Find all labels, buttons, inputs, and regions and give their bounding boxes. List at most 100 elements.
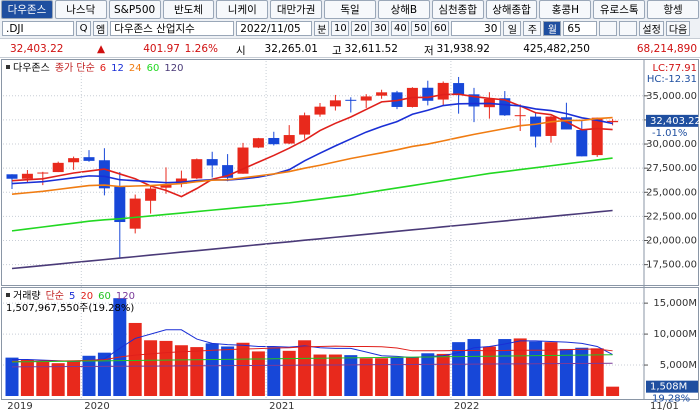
- market-tab[interactable]: 상해B: [377, 0, 430, 19]
- volume-bar: [498, 339, 512, 396]
- candle-body: [345, 99, 357, 101]
- moving-average-line: [11, 102, 613, 185]
- volume-bar: [67, 361, 81, 396]
- moving-average-line: [11, 116, 613, 196]
- candle-body: [68, 158, 80, 163]
- market-tab[interactable]: 심천종합: [431, 0, 484, 19]
- candle-body: [576, 129, 588, 157]
- volume-bar: [313, 354, 327, 396]
- volume-bar: [344, 355, 358, 396]
- candle-body: [360, 96, 372, 101]
- settings-button[interactable]: 설정: [639, 21, 664, 36]
- legend-text: 24: [129, 63, 142, 74]
- candle-body: [175, 178, 187, 184]
- period-button[interactable]: 50: [411, 21, 430, 36]
- period-button[interactable]: 10: [331, 21, 350, 36]
- info-value: 68,214,890: [636, 43, 697, 55]
- count-select[interactable]: 30: [451, 21, 502, 36]
- icon-button[interactable]: 엠: [93, 21, 109, 36]
- frame-button[interactable]: 주: [523, 21, 542, 36]
- candle-body: [268, 137, 280, 145]
- frame-button[interactable]: 월: [543, 21, 562, 36]
- candle-body: [252, 138, 264, 148]
- volume-subtitle: 1,507,967,550주(19.28%): [6, 303, 134, 314]
- change-label: -1.01%: [652, 128, 687, 139]
- frame-button[interactable]: 일: [503, 21, 522, 36]
- candle-body: [453, 83, 465, 95]
- info-value: 401.97: [143, 43, 180, 55]
- moving-average-line: [11, 93, 613, 198]
- info-value: 1.26%: [184, 43, 218, 55]
- period-button[interactable]: 20: [351, 21, 370, 36]
- volume-bar: [190, 347, 204, 396]
- legend-text: 거래량: [13, 290, 41, 302]
- market-tab[interactable]: 나스닥: [54, 0, 107, 19]
- legend-text: 20: [80, 291, 93, 302]
- x-tick-label: 2022: [454, 401, 479, 412]
- volume-bar: [221, 346, 235, 396]
- period-button[interactable]: 40: [391, 21, 410, 36]
- volume-bar: [128, 322, 142, 396]
- legend-text: 6: [100, 63, 106, 74]
- legend-text: 60: [147, 63, 160, 74]
- value-label: 32,403.22: [650, 116, 700, 127]
- tool-icon[interactable]: [599, 21, 618, 36]
- candle-body: [98, 160, 110, 189]
- volume-bar: [513, 338, 527, 396]
- next-button[interactable]: 다음: [665, 21, 691, 36]
- volume-bar: [452, 342, 466, 396]
- volume-bar: [590, 348, 604, 396]
- candle-body: [52, 162, 64, 173]
- candle-body: [314, 106, 326, 115]
- chart: 17,500.00 20,000.00 22,500.00 25,000.00 27,5…: [1, 59, 700, 412]
- bars-field[interactable]: 65: [563, 21, 598, 36]
- info-value: 저: [424, 45, 434, 57]
- volume-bar: [5, 357, 19, 396]
- volume-bar: [467, 339, 481, 396]
- candle-body: [391, 92, 403, 107]
- market-tab[interactable]: 독일: [324, 0, 376, 19]
- candle-body: [299, 115, 311, 135]
- volume-bar: [144, 340, 158, 396]
- market-tab[interactable]: 유로스톡: [593, 0, 646, 19]
- y-tick-label: 27,500.00: [646, 163, 697, 174]
- unit-button[interactable]: 분: [314, 21, 330, 36]
- volume-bar: [20, 359, 34, 396]
- volume-bar: [82, 355, 96, 396]
- market-tab[interactable]: 상해종합: [485, 0, 538, 19]
- candle-body: [83, 157, 95, 161]
- candle-body: [206, 159, 218, 166]
- x-tick-label: 11/01: [650, 401, 679, 412]
- candle-body: [145, 188, 157, 201]
- legend-text: 단순: [46, 290, 64, 302]
- legend-text: 12: [111, 63, 124, 74]
- change-label: 19.28%: [652, 394, 690, 405]
- volume-bar: [606, 386, 620, 396]
- y-tick-label: 20,000.00: [646, 236, 697, 247]
- search-button[interactable]: Q: [76, 21, 91, 36]
- market-tab[interactable]: 반도체: [162, 0, 215, 19]
- y-tick-label: 10,000M: [653, 329, 697, 340]
- candle-body: [530, 116, 542, 137]
- legend-text: 120: [164, 63, 183, 74]
- candle-body: [21, 173, 33, 179]
- moving-average-line: [11, 354, 613, 363]
- date-field[interactable]: 2022/11/05: [236, 21, 313, 36]
- market-tab[interactable]: 니케이: [216, 0, 269, 19]
- period-button[interactable]: 30: [371, 21, 390, 36]
- volume-bar: [328, 354, 342, 396]
- period-button[interactable]: 60: [431, 21, 450, 36]
- market-tab[interactable]: 홍콩H: [539, 0, 592, 19]
- symbol-input[interactable]: .DJI: [2, 21, 74, 36]
- tool-icon[interactable]: [619, 21, 638, 36]
- info-value: 31,938.92: [436, 43, 490, 55]
- market-tab[interactable]: S&P500: [108, 0, 161, 19]
- y-tick-label: 30,000.00: [646, 139, 697, 150]
- market-tab[interactable]: 다우존스: [1, 0, 53, 19]
- volume-bar: [405, 357, 419, 396]
- candle-body: [499, 98, 511, 116]
- market-tab[interactable]: 대만가권: [270, 0, 323, 19]
- market-tab[interactable]: 항셍: [647, 0, 699, 19]
- volume-bar: [174, 345, 188, 396]
